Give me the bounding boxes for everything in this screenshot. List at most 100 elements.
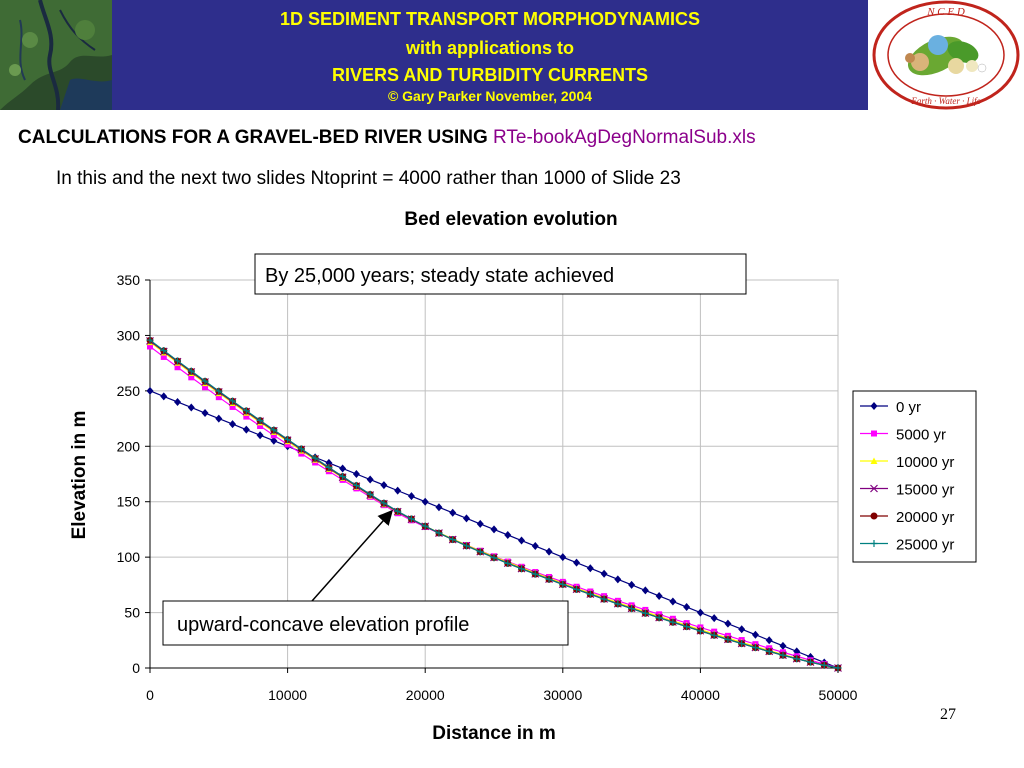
page-number: 27: [940, 706, 956, 723]
data-point: [380, 499, 388, 507]
x-tick-label: 0: [146, 687, 154, 703]
header-line-2: with applications to: [405, 38, 574, 58]
header-line-1: 1D SEDIMENT TRANSPORT MORPHODYNAMICS: [279, 9, 701, 29]
y-tick-label: 50: [124, 605, 140, 621]
data-point: [628, 580, 636, 589]
data-point: [297, 445, 305, 453]
annotation-top: By 25,000 years; steady state achieved: [254, 253, 747, 295]
data-point: [352, 481, 360, 489]
data-point: [669, 618, 677, 626]
legend-label: 25000 yr: [896, 537, 954, 554]
data-point: [696, 608, 704, 617]
legend-marker: [871, 430, 877, 437]
data-point: [160, 392, 168, 401]
legend-label: 0 yr: [896, 399, 921, 416]
data-point: [242, 407, 250, 415]
y-tick-label: 150: [117, 494, 141, 510]
annotation-bottom-text: upward-concave elevation profile: [177, 614, 469, 636]
legend-entry: 20000 yr: [860, 509, 954, 526]
data-point: [655, 614, 663, 622]
y-tick-label: 250: [117, 383, 141, 399]
data-point: [394, 507, 402, 515]
legend-marker: [870, 457, 878, 464]
data-point: [779, 651, 787, 659]
annotation-bottom: upward-concave elevation profile: [162, 600, 569, 646]
data-point: [806, 658, 814, 666]
legend-label: 15000 yr: [896, 482, 954, 499]
data-point: [724, 619, 732, 628]
legend-entry: 25000 yr: [860, 537, 954, 554]
data-point: [215, 414, 223, 423]
chart-legend: 0 yr 5000 yr 10000 yr 15000 yr 20000 yr 25000…: [852, 390, 977, 563]
data-point: [531, 542, 539, 551]
data-point: [600, 569, 608, 578]
data-point: [174, 364, 181, 371]
data-point: [215, 394, 222, 401]
data-point: [738, 625, 746, 634]
data-point: [146, 386, 154, 395]
legend-label: 10000 yr: [896, 454, 954, 471]
data-point: [160, 353, 167, 360]
legend-label: 20000 yr: [896, 509, 954, 526]
data-point: [201, 409, 209, 418]
data-point: [573, 585, 581, 593]
data-point: [531, 570, 539, 578]
data-point: [284, 435, 292, 443]
data-point: [559, 580, 567, 588]
logo-ring-text: Earth · Water · Life: [910, 96, 980, 106]
chart-series: [146, 336, 842, 672]
data-point: [793, 655, 801, 663]
data-point: [270, 432, 277, 439]
data-point: [187, 403, 195, 412]
data-point: [586, 590, 594, 598]
data-point: [586, 564, 594, 573]
data-point: [339, 472, 347, 480]
nced-logo: N C E D Earth · Water · Life: [868, 0, 1024, 110]
legend-marker: [870, 540, 878, 547]
data-point: [779, 641, 787, 650]
data-point: [710, 614, 718, 623]
legend-entry: 15000 yr: [860, 482, 954, 499]
data-point: [352, 470, 360, 478]
data-point: [284, 441, 291, 448]
data-point: [751, 630, 759, 639]
data-point: [765, 647, 773, 655]
data-point: [325, 463, 333, 471]
y-axis-label: Elevation in m: [69, 411, 90, 540]
data-point: [243, 413, 250, 420]
data-point: [366, 490, 374, 498]
data-point: [518, 536, 526, 545]
y-tick-label: 200: [117, 438, 141, 454]
data-point: [614, 575, 622, 584]
data-point: [435, 503, 443, 512]
data-point: [202, 384, 209, 391]
data-point: [174, 357, 182, 365]
data-point: [683, 603, 691, 612]
data-point: [669, 597, 677, 606]
data-point: [765, 636, 773, 645]
data-point: [683, 623, 691, 631]
slide-subtitle: In this and the next two slides Ntoprint…: [56, 168, 681, 189]
data-point: [614, 600, 622, 608]
data-point: [201, 377, 209, 385]
data-point: [462, 514, 470, 523]
slide-title-main: CALCULATIONS FOR A GRAVEL-BED RIVER USIN…: [18, 127, 493, 148]
x-tick-label: 50000: [819, 687, 858, 703]
data-point: [710, 631, 718, 639]
data-point: [229, 420, 237, 429]
slide-title: CALCULATIONS FOR A GRAVEL-BED RIVER USIN…: [18, 127, 756, 149]
data-point: [421, 522, 429, 530]
data-point: [490, 525, 498, 534]
legend-entry: 0 yr: [860, 399, 921, 416]
data-point: [751, 644, 759, 652]
header-line-3: RIVERS AND TURBIDITY CURRENTS: [331, 65, 649, 85]
data-point: [257, 422, 264, 429]
data-point: [820, 661, 828, 669]
legend-marker: [870, 512, 878, 520]
legend-box: [852, 390, 977, 563]
data-point: [366, 475, 374, 484]
data-point: [545, 547, 553, 556]
data-point: [504, 559, 512, 567]
y-tick-label: 300: [117, 327, 141, 343]
